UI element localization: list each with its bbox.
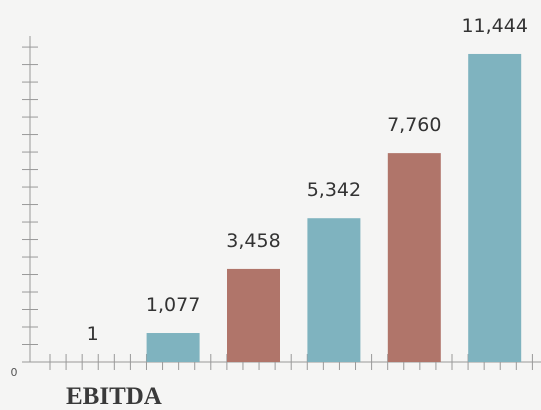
y-tick-label: 0 xyxy=(11,366,18,379)
bar xyxy=(307,218,361,362)
value-label: 1 xyxy=(87,323,99,345)
bar xyxy=(227,268,280,362)
value-label: 1,077 xyxy=(146,294,200,316)
bar xyxy=(387,153,441,362)
bar xyxy=(146,333,200,362)
value-label: 11,444 xyxy=(461,15,527,37)
bar xyxy=(468,53,522,362)
chart-title: EBITDA xyxy=(66,383,162,410)
value-label: 7,760 xyxy=(387,114,441,136)
value-label: 5,342 xyxy=(307,179,361,201)
value-label: 3,458 xyxy=(226,230,280,252)
